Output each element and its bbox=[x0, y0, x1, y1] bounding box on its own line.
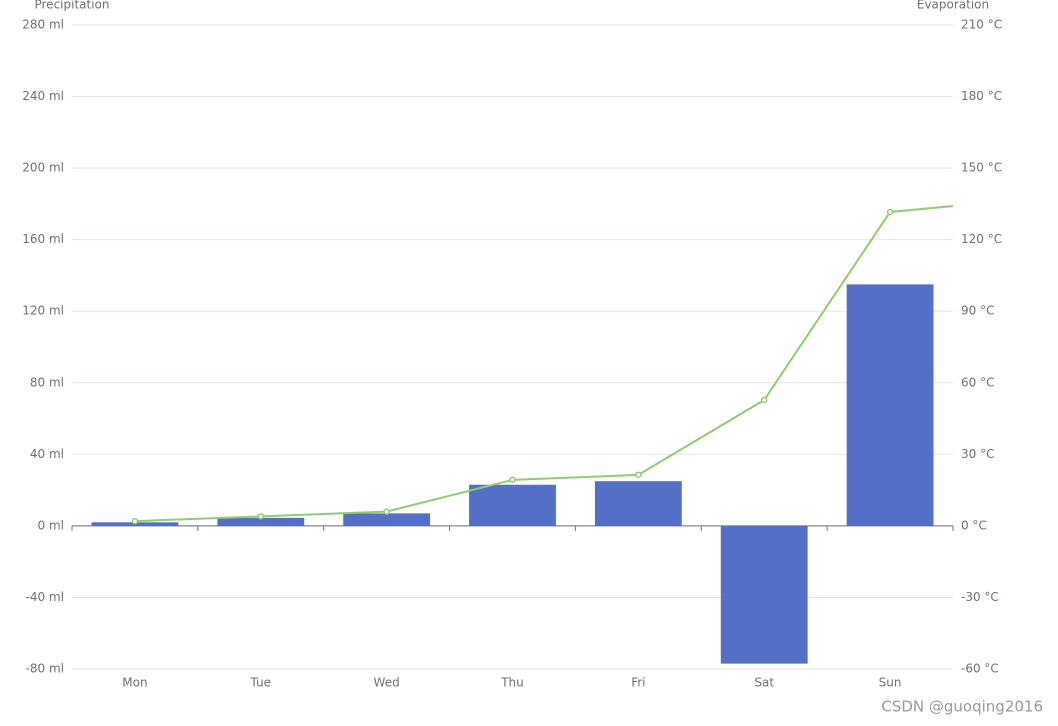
line-point bbox=[760, 396, 768, 404]
y-tick-label: 120 ml bbox=[22, 304, 64, 318]
bar bbox=[720, 525, 808, 664]
y-tick-label: -80 ml bbox=[26, 662, 64, 676]
y2-tick-label: 150 °C bbox=[961, 161, 1002, 175]
y2-tick-label: 90 °C bbox=[961, 304, 994, 318]
y2-tick-label: 0 °C bbox=[961, 518, 987, 532]
y2-tick-label: 180 °C bbox=[961, 89, 1002, 103]
bar bbox=[343, 513, 431, 526]
line-point bbox=[886, 208, 894, 216]
y2-tick-label: -30 °C bbox=[961, 590, 999, 604]
line-point bbox=[383, 508, 390, 515]
x-tick-label: Mon bbox=[122, 676, 147, 690]
y-tick-label: 80 ml bbox=[30, 375, 64, 389]
y-tick-label: 240 ml bbox=[22, 89, 64, 103]
watermark: CSDN @guoqing2016 bbox=[881, 698, 1043, 716]
x-tick-label: Sat bbox=[754, 676, 774, 690]
bar bbox=[846, 284, 934, 526]
y-tick-label: 200 ml bbox=[22, 161, 64, 175]
y-tick-label: 40 ml bbox=[30, 447, 64, 461]
x-tick-label: Wed bbox=[374, 676, 400, 690]
x-tick-label: Fri bbox=[631, 676, 645, 690]
line-point bbox=[635, 471, 642, 479]
line bbox=[134, 205, 953, 523]
y-tick-label: -40 ml bbox=[26, 590, 64, 604]
x-tick-label: Sun bbox=[879, 676, 902, 690]
y-tick-label: 280 ml bbox=[22, 18, 64, 32]
x-tick-label: Thu bbox=[500, 676, 524, 690]
y2-tick-label: 60 °C bbox=[961, 375, 994, 389]
y2-tick-label: -60 °C bbox=[961, 662, 999, 676]
bar bbox=[469, 484, 556, 526]
line-point bbox=[1013, 198, 1018, 203]
y2-tick-label: 120 °C bbox=[961, 232, 1002, 246]
line-point bbox=[131, 517, 139, 525]
y2-axis-title: Evaporation bbox=[917, 0, 989, 12]
plot-area bbox=[91, 198, 1018, 664]
y-tick-label: 0 ml bbox=[38, 518, 64, 532]
y2-tick-label: 30 °C bbox=[961, 447, 994, 461]
bar bbox=[217, 517, 305, 526]
y-axis-title: Precipitation bbox=[34, 0, 109, 12]
x-tick-label: Tue bbox=[250, 676, 272, 690]
bar bbox=[594, 481, 682, 526]
line-point bbox=[257, 513, 265, 520]
y-tick-label: 160 ml bbox=[22, 232, 64, 246]
line-point bbox=[509, 476, 516, 484]
y2-tick-label: 210 °C bbox=[961, 18, 1002, 32]
